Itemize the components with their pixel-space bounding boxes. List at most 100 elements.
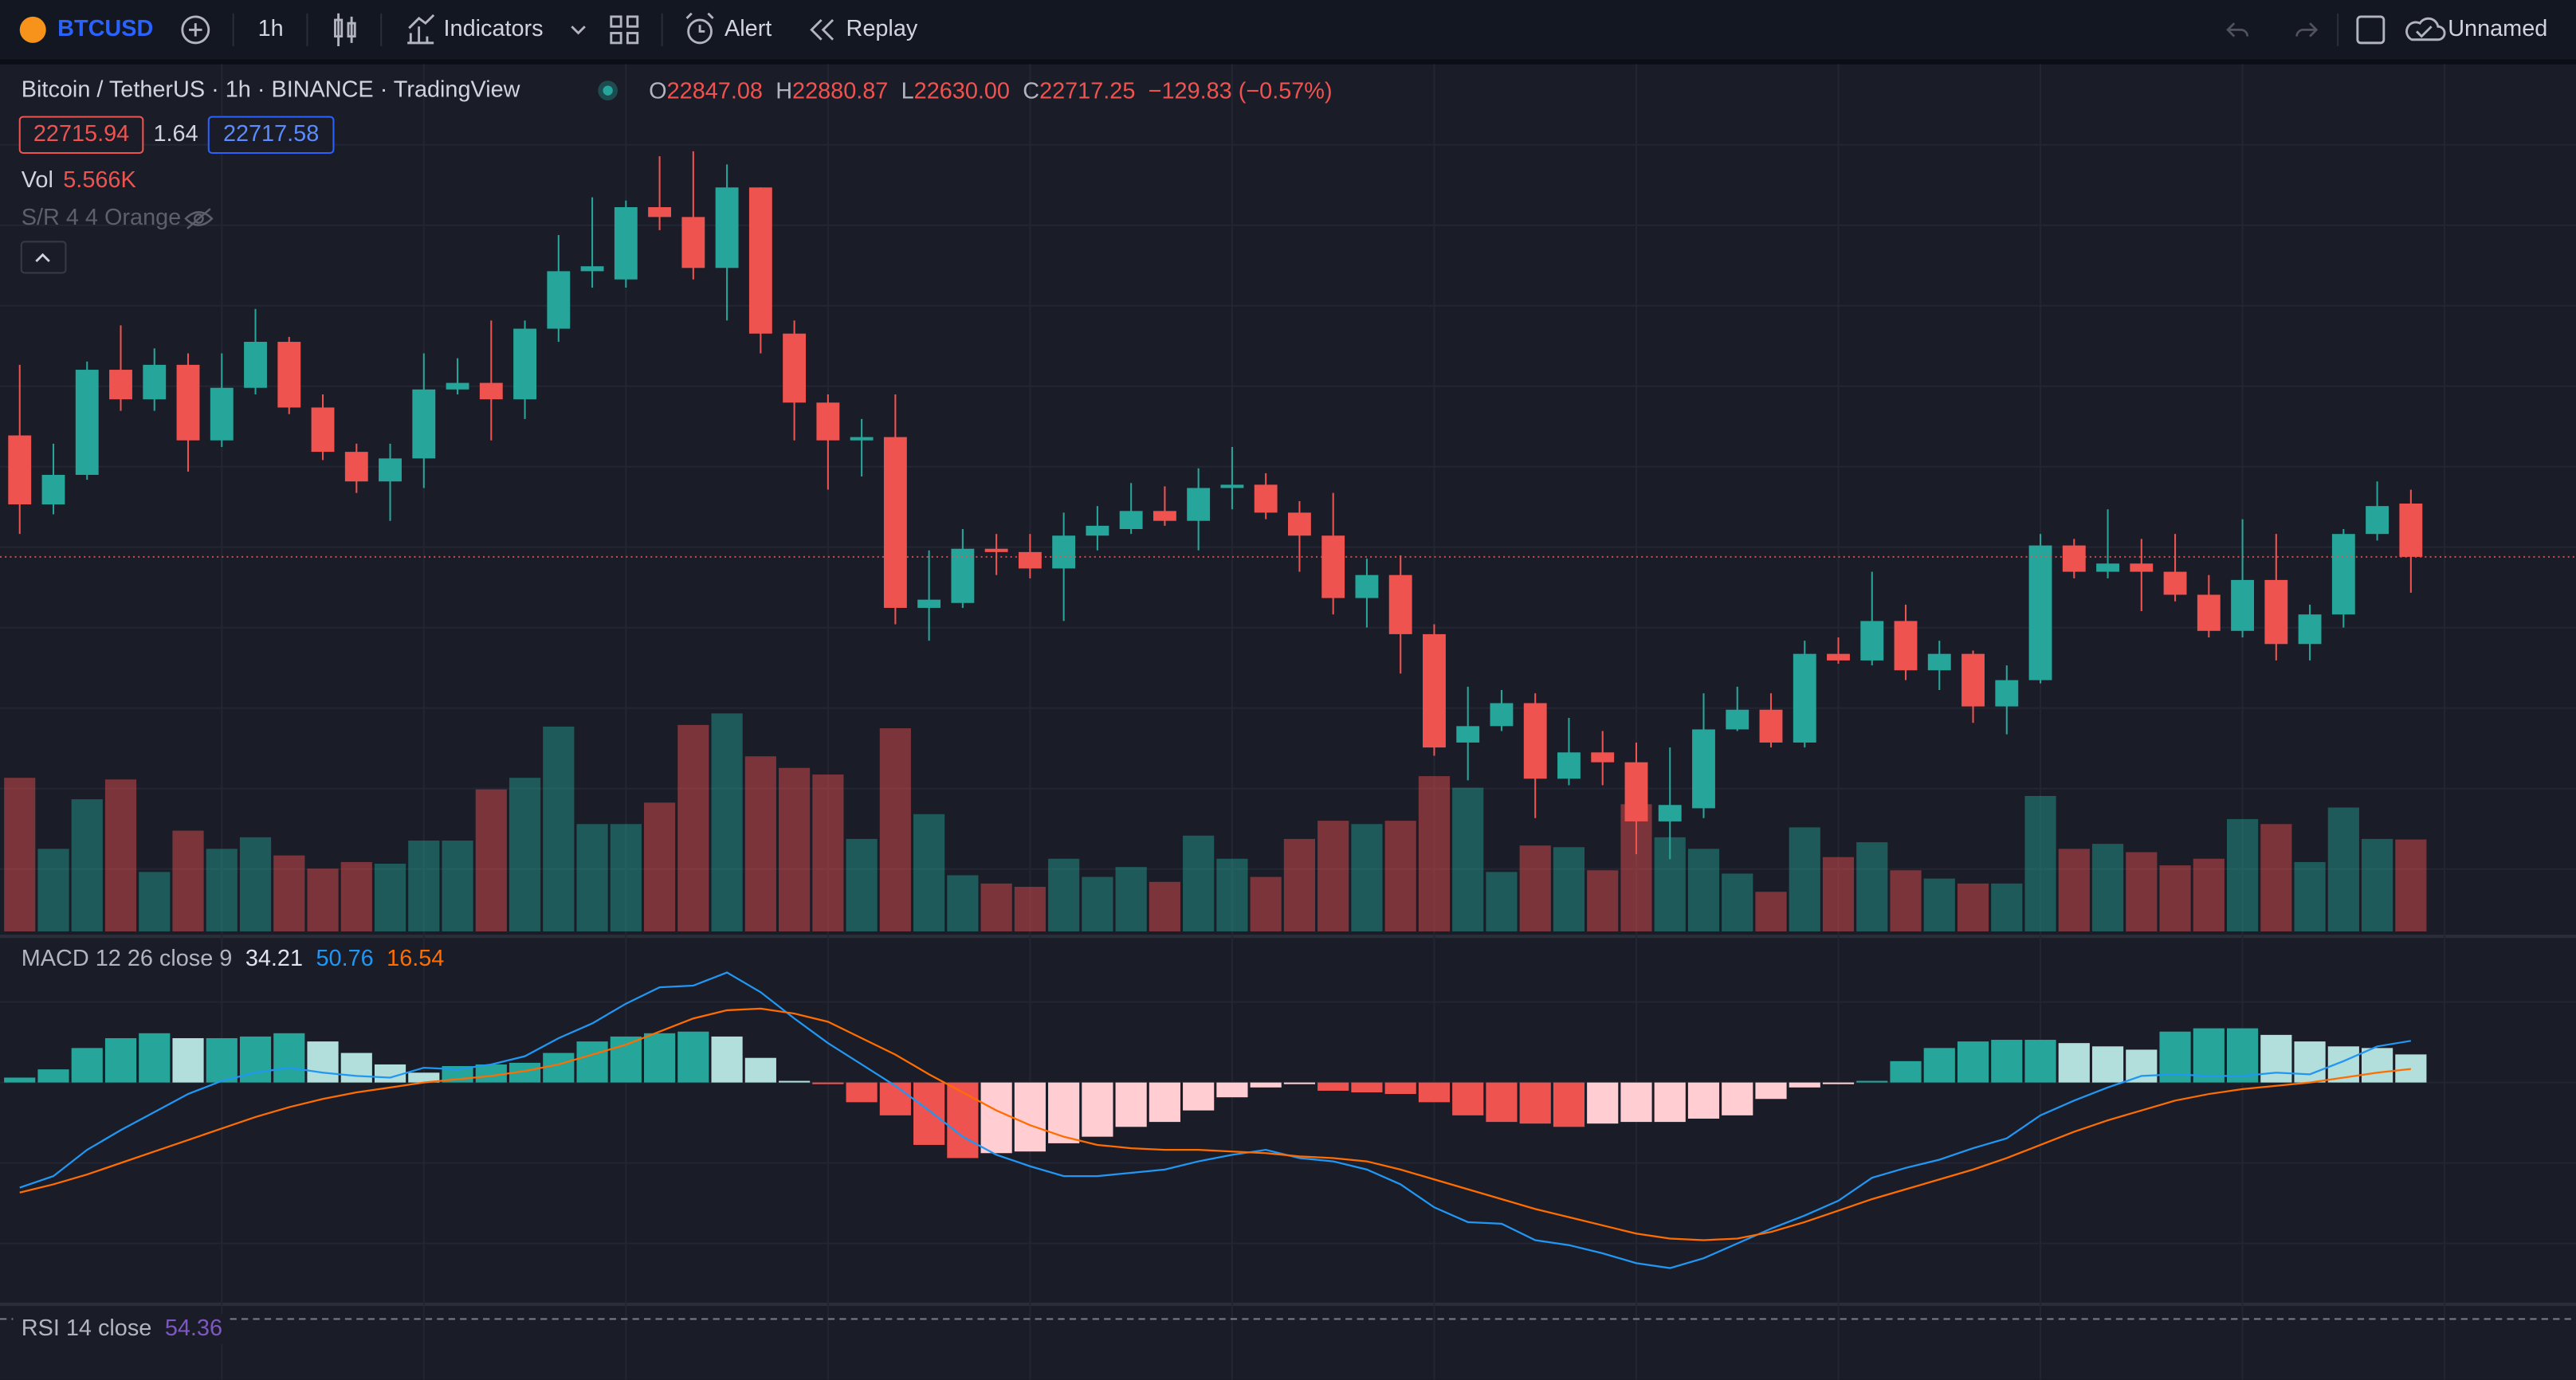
candle-body [1423, 633, 1446, 748]
volume-bar [1048, 858, 1080, 931]
volume-bar [2126, 852, 2158, 931]
macd-histogram-bar [1654, 1082, 1686, 1123]
alert-icon[interactable] [685, 12, 714, 45]
chart-type-button[interactable] [334, 13, 356, 47]
macd-histogram-value: 34.21 [245, 946, 303, 971]
bid-box[interactable] [18, 116, 144, 155]
macd-histogram-bar [1418, 1082, 1451, 1103]
volume-bar [2091, 844, 2124, 931]
symbol-icon[interactable] [19, 16, 46, 43]
candle-body [41, 474, 65, 505]
volume-bar [576, 824, 608, 931]
macd-histogram-bar [1384, 1082, 1416, 1095]
volume-bar [543, 726, 575, 931]
hidden-eye-icon[interactable] [184, 208, 214, 229]
macd-histogram-bar [1216, 1082, 1248, 1098]
candle-body [1927, 653, 1951, 671]
candle-body [1456, 726, 1480, 743]
macd-histogram-bar [1991, 1040, 2023, 1083]
macd-histogram-bar [273, 1033, 305, 1083]
volume-bar [307, 868, 339, 931]
macd-histogram-bar [1890, 1060, 1922, 1083]
symbol-name[interactable]: BTCUSD [57, 16, 153, 41]
redo-button[interactable] [2295, 22, 2319, 37]
macd-histogram-bar [1351, 1082, 1383, 1092]
macd-histogram-bar [1283, 1082, 1316, 1084]
volume-bar [1587, 870, 1619, 931]
collapse-legend-button[interactable] [20, 241, 67, 274]
candle-body [1894, 621, 1918, 671]
fullscreen-button[interactable] [2356, 15, 2386, 45]
replay-icon[interactable] [810, 19, 834, 41]
candle-body [1052, 535, 1076, 569]
volume-bar [1957, 883, 1989, 931]
interval-button[interactable]: 1h [258, 16, 284, 41]
plus-icon [189, 23, 202, 37]
volume-bar [1216, 858, 1248, 931]
macd-histogram-bar [1822, 1082, 1855, 1084]
plot-marks [0, 151, 2576, 1269]
volume-bar [1722, 873, 1753, 931]
candle-body [2130, 563, 2154, 572]
layout-grid-button[interactable] [610, 15, 639, 45]
candle-body [614, 207, 638, 280]
macd-histogram-bar [2362, 1048, 2393, 1083]
volume-bar [1250, 876, 1282, 931]
macd-histogram-bar [1317, 1082, 1349, 1091]
macd-histogram-bar [2126, 1049, 2158, 1083]
replay-button[interactable]: Replay [846, 16, 918, 41]
candle-body [2028, 545, 2052, 680]
volume-bar [644, 802, 676, 931]
macd-histogram-bar [1789, 1082, 1820, 1088]
volume-bar [1789, 827, 1820, 931]
candle-body [984, 548, 1008, 552]
volume-bar [4, 778, 36, 931]
layout-name[interactable]: Unnamed [2448, 16, 2547, 41]
macd-histogram-bar [1856, 1080, 1888, 1083]
rsi-legend: RSI 14 close 54.36 [22, 1315, 222, 1340]
candle-body [2331, 534, 2355, 615]
candle-body [1793, 653, 1816, 743]
macd-title: MACD 12 26 close 9 [22, 946, 233, 971]
candle-body [648, 207, 672, 218]
volume-bar [1014, 887, 1046, 931]
macd-histogram-bar [1014, 1082, 1046, 1152]
grid [0, 64, 2576, 1380]
volume-bar [509, 778, 541, 931]
macd-histogram-bar [812, 1082, 844, 1084]
alert-button[interactable]: Alert [724, 16, 772, 41]
candle-body [479, 382, 503, 400]
rsi-value: 54.36 [165, 1315, 222, 1340]
compare-button[interactable] [181, 15, 210, 45]
spread: 1.64 [153, 121, 198, 147]
candle-body [1018, 551, 1042, 569]
macd-histogram-bar [206, 1037, 238, 1083]
open-prefix: O [649, 78, 666, 104]
dropdown-chevron[interactable] [571, 25, 586, 35]
top-toolbar [0, 0, 2576, 60]
macd-histogram-bar [340, 1053, 372, 1083]
candle-body [1220, 484, 1244, 488]
volume-bar [879, 728, 911, 931]
candle-body [2231, 579, 2254, 631]
candle-body [311, 407, 335, 453]
candle-body [2298, 614, 2322, 645]
macd-legend: MACD 12 26 close 9 34.21 50.76 16.54 [22, 946, 445, 971]
macd-histogram-bar [1115, 1082, 1147, 1127]
ask-box[interactable] [207, 116, 335, 155]
high-value: 22880.87 [792, 78, 888, 104]
candle-body [143, 364, 167, 400]
undo-button[interactable] [2226, 22, 2249, 37]
macd-histogram-bar [1048, 1082, 1080, 1143]
volume-bar [172, 830, 204, 931]
indicators-button[interactable]: Indicators [444, 16, 544, 41]
volume-bar [273, 855, 305, 931]
macd-histogram-bar [307, 1041, 339, 1083]
candle-body [1523, 703, 1547, 779]
candle-body [816, 402, 840, 441]
macd-histogram-bar [711, 1036, 743, 1083]
indicators-icon[interactable] [407, 14, 435, 45]
volume-bar [206, 849, 238, 931]
cloud-save-icon[interactable] [2405, 17, 2446, 41]
candle-body [2366, 506, 2389, 535]
